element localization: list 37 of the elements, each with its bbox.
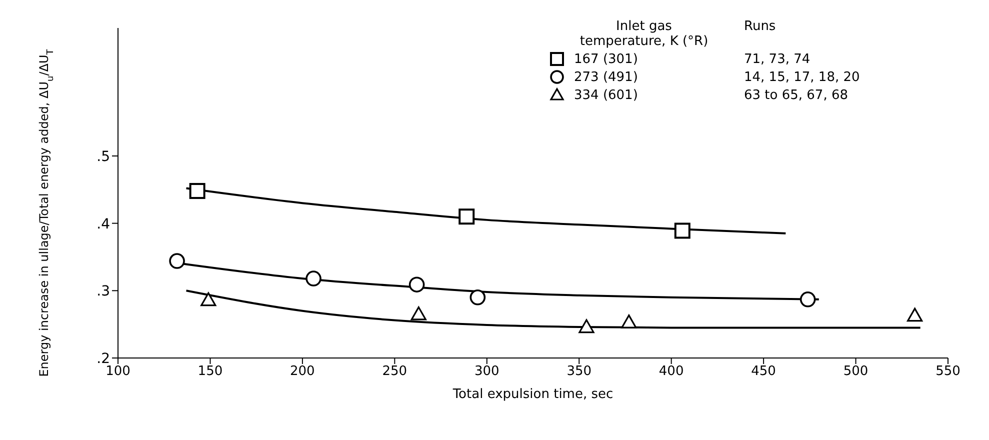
- annotation: 14, 15, 17, 18, 20: [743, 68, 861, 86]
- x-tick-label: 200: [290, 364, 315, 380]
- y-tick-label: .3: [96, 284, 110, 300]
- annotation: 71, 73, 74: [743, 50, 812, 68]
- annotation: Runs: [743, 18, 777, 36]
- point: [907, 308, 923, 322]
- x-tick-label: 250: [382, 364, 408, 380]
- annotation: 63 to 65, 67, 68: [743, 86, 850, 104]
- point: [410, 306, 426, 320]
- point: [306, 270, 322, 286]
- y-tick-label: .2: [96, 350, 110, 367]
- x-tick-label: 300: [474, 364, 500, 380]
- legend-title: Inlet gas temperature, K (°R): [578, 18, 710, 50]
- point: [458, 208, 475, 225]
- x-tick-label: 350: [566, 364, 592, 380]
- point: [674, 222, 690, 239]
- legend-label: 273 (491): [573, 68, 639, 86]
- point: [200, 292, 216, 306]
- x-tick-label: 400: [658, 364, 684, 380]
- x-tick-label: 550: [936, 364, 960, 380]
- point: [621, 314, 637, 328]
- line-series: [185, 187, 787, 234]
- legend-label: 167 (301): [573, 50, 639, 68]
- y-tick-label: .5: [96, 148, 110, 165]
- point: [578, 319, 594, 334]
- legend-label: 334 (601): [573, 86, 639, 104]
- point: [408, 276, 425, 292]
- point: [470, 289, 486, 306]
- x-tick-label: 450: [751, 364, 776, 380]
- x-tick-label: 500: [843, 364, 868, 380]
- point: [189, 182, 206, 199]
- x-tick-label: 150: [198, 364, 223, 380]
- x-axis-title: Total expulsion time, sec: [452, 387, 614, 402]
- y-tick-label: .4: [96, 216, 110, 232]
- x-tick-label: 100: [106, 364, 130, 380]
- point: [169, 253, 185, 269]
- point: [800, 292, 816, 308]
